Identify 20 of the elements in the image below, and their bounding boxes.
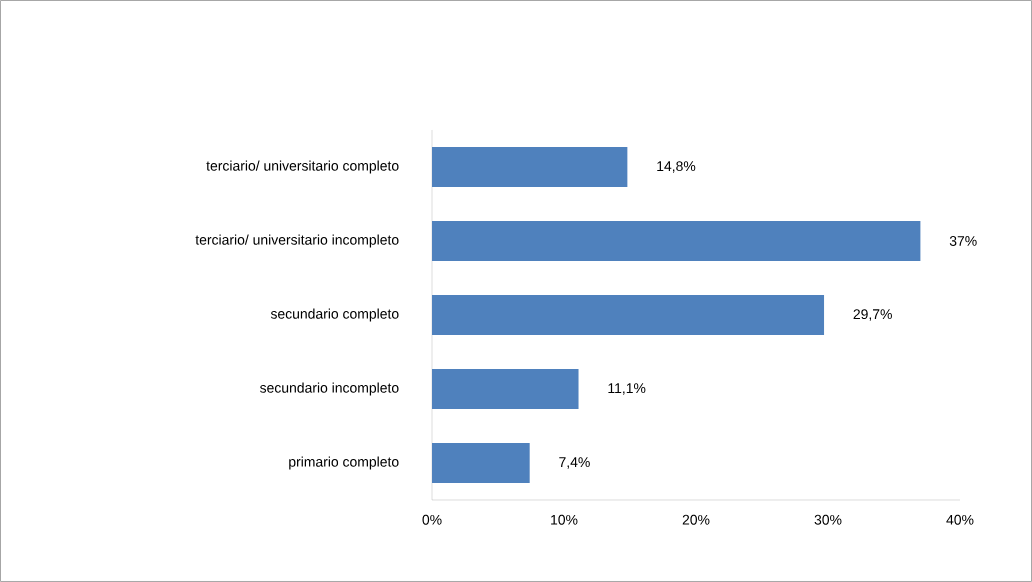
bar [432, 220, 921, 261]
data-label: 7,4% [559, 457, 590, 469]
bar [432, 368, 579, 409]
x-tick-label: 20% [682, 514, 710, 525]
y-tick-label: primario completo [289, 456, 399, 470]
data-label: 14,8% [657, 161, 696, 173]
x-tick-label: 40% [946, 514, 974, 525]
data-label: 37% [949, 236, 977, 246]
y-tick-label: terciario/ universitario incompleto [195, 234, 399, 248]
y-tick-label: secundario incompleto [259, 382, 399, 396]
x-tick-label: 10% [551, 514, 578, 525]
y-tick-label: secundario completo [270, 308, 399, 322]
bar [432, 442, 530, 483]
bar [432, 146, 628, 187]
data-label: 11,1% [608, 383, 646, 395]
x-tick-label: 30% [814, 514, 842, 525]
bar [432, 294, 825, 335]
y-tick-label: terciario/ universitario completo [206, 160, 399, 174]
x-tick-label: 0% [422, 514, 442, 525]
data-label: 29,7% [853, 309, 892, 321]
